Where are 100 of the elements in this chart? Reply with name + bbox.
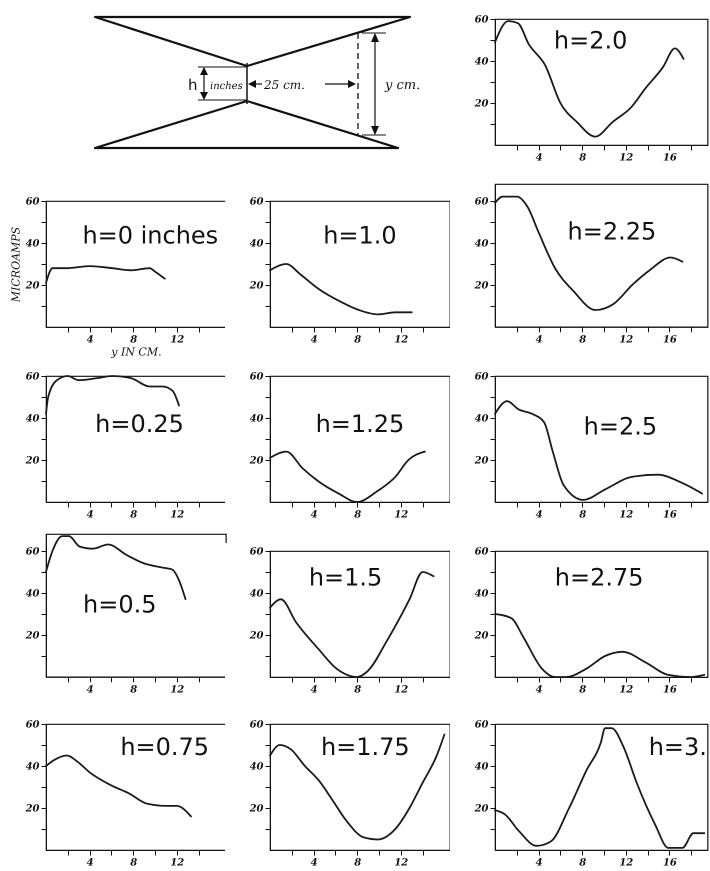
x-tick-label: 8 xyxy=(129,684,138,696)
y-tick-label: 40 xyxy=(474,588,489,600)
y-tick-label: 60 xyxy=(474,372,489,382)
x-tick-label: 16 xyxy=(662,858,677,868)
y-tick-label: 20 xyxy=(248,630,264,642)
x-tick-label: 16 xyxy=(662,684,677,696)
y-tick-label: 40 xyxy=(250,762,264,772)
x-tick-label: 12 xyxy=(394,858,408,868)
y-tick-label: 60 xyxy=(250,196,264,208)
y-tick-label: 40 xyxy=(26,762,40,772)
text: inches xyxy=(210,81,243,92)
x-tick-label: 4 xyxy=(86,510,94,520)
y-tick-label: 60 xyxy=(26,720,40,730)
x-tick-label: 12 xyxy=(170,858,184,868)
chart-title: h=0.75 xyxy=(120,732,210,761)
y-tick-label: 60 xyxy=(474,720,489,730)
y-tick-label: 40 xyxy=(26,588,40,600)
y-tick-label: 40 xyxy=(26,414,40,424)
x-tick-label: 4 xyxy=(86,858,94,868)
x-tick-label: 4 xyxy=(310,858,318,868)
y-tick-label: 60 xyxy=(26,372,40,382)
x-tick-label: 8 xyxy=(578,152,586,164)
text: h=0.5 xyxy=(83,590,156,619)
x-tick-label: 12 xyxy=(394,510,408,520)
x-tick-label: 8 xyxy=(578,510,586,520)
y-tick-label: 20 xyxy=(474,98,489,110)
x-tick-label: 12 xyxy=(394,334,408,346)
x-tick-label: 8 xyxy=(129,334,138,346)
x-tick-label: 12 xyxy=(619,858,634,868)
y-tick-label: 20 xyxy=(24,280,40,292)
x-tick-label: 4 xyxy=(536,152,543,164)
x-tick-label: 8 xyxy=(353,510,362,520)
y-tick-label: 60 xyxy=(250,372,264,382)
x-tick-label: 12 xyxy=(619,152,634,164)
text: h=1.25 xyxy=(316,410,404,438)
text: h xyxy=(188,76,198,94)
x-tick-label: 12 xyxy=(170,334,184,346)
x-tick-label: 8 xyxy=(578,334,586,346)
x-tick-label: 4 xyxy=(536,334,543,346)
y-tick-label: 20 xyxy=(474,456,489,466)
text: 25 cm. xyxy=(263,78,305,92)
x-axis-title: y IN CM. xyxy=(110,346,162,358)
y-tick-label: 20 xyxy=(248,456,264,466)
x-tick-label: 8 xyxy=(129,858,138,868)
y-tick-label: 20 xyxy=(474,804,489,814)
x-tick-label: 12 xyxy=(619,510,634,520)
x-tick-label: 8 xyxy=(353,858,362,868)
y-tick-label: 20 xyxy=(248,280,264,292)
y-tick-label: 60 xyxy=(250,720,264,730)
text: h=1.0 xyxy=(323,221,397,250)
x-tick-label: 16 xyxy=(662,510,677,520)
x-tick-label: 12 xyxy=(170,510,184,520)
x-tick-label: 12 xyxy=(170,684,184,696)
y-tick-label: 20 xyxy=(24,630,40,642)
y-tick-label: 20 xyxy=(474,280,489,292)
y-tick-label: 40 xyxy=(474,238,489,250)
text: h=0.25 xyxy=(95,410,184,438)
y-tick-label: 20 xyxy=(24,804,40,814)
y-tick-label: 60 xyxy=(26,196,40,208)
x-tick-label: 4 xyxy=(536,510,543,520)
x-tick-label: 8 xyxy=(353,334,362,346)
line-series xyxy=(494,727,706,849)
x-tick-label: 4 xyxy=(310,334,318,346)
y-axis-title: MICROAMPS xyxy=(10,226,23,304)
y-tick-label: 40 xyxy=(26,238,40,250)
y-tick-label: 40 xyxy=(250,414,264,424)
x-tick-label: 4 xyxy=(310,510,318,520)
y-tick-label: 20 xyxy=(24,456,40,466)
x-tick-label: 16 xyxy=(662,152,677,164)
x-tick-label: 4 xyxy=(536,684,543,696)
x-tick-label: 8 xyxy=(578,858,586,868)
y-tick-label: 20 xyxy=(248,804,264,814)
y-tick-label: 40 xyxy=(250,588,264,600)
x-tick-label: 16 xyxy=(662,334,677,346)
x-tick-label: 4 xyxy=(86,684,94,696)
text: h=2.75 xyxy=(554,564,644,592)
y-tick-label: 60 xyxy=(474,14,489,26)
x-tick-label: 8 xyxy=(578,684,586,696)
y-tick-label: 60 xyxy=(250,546,264,558)
chart-title: h=2.0 xyxy=(554,26,628,55)
x-tick-label: 12 xyxy=(394,684,408,696)
y-tick-label: 40 xyxy=(474,762,489,772)
text: h=0 inches xyxy=(82,221,218,250)
x-tick-label: 8 xyxy=(129,510,138,520)
y-tick-label: 60 xyxy=(26,546,40,558)
x-tick-label: 8 xyxy=(353,684,362,696)
text: h=1.5 xyxy=(308,564,382,592)
x-tick-label: 12 xyxy=(619,334,634,346)
text: h=2.5 xyxy=(584,412,658,441)
chart-title: h=3. xyxy=(648,732,707,761)
y-tick-label: 40 xyxy=(474,414,489,424)
text: h=2.25 xyxy=(568,218,656,246)
text: y cm. xyxy=(384,78,420,93)
x-tick-label: 4 xyxy=(310,684,318,696)
y-tick-label: 40 xyxy=(250,238,264,250)
x-tick-label: 4 xyxy=(536,858,543,868)
y-tick-label: 60 xyxy=(474,546,489,558)
chart-title: h=1.75 xyxy=(320,732,410,761)
x-tick-label: 4 xyxy=(86,334,94,346)
x-tick-label: 12 xyxy=(619,684,634,696)
